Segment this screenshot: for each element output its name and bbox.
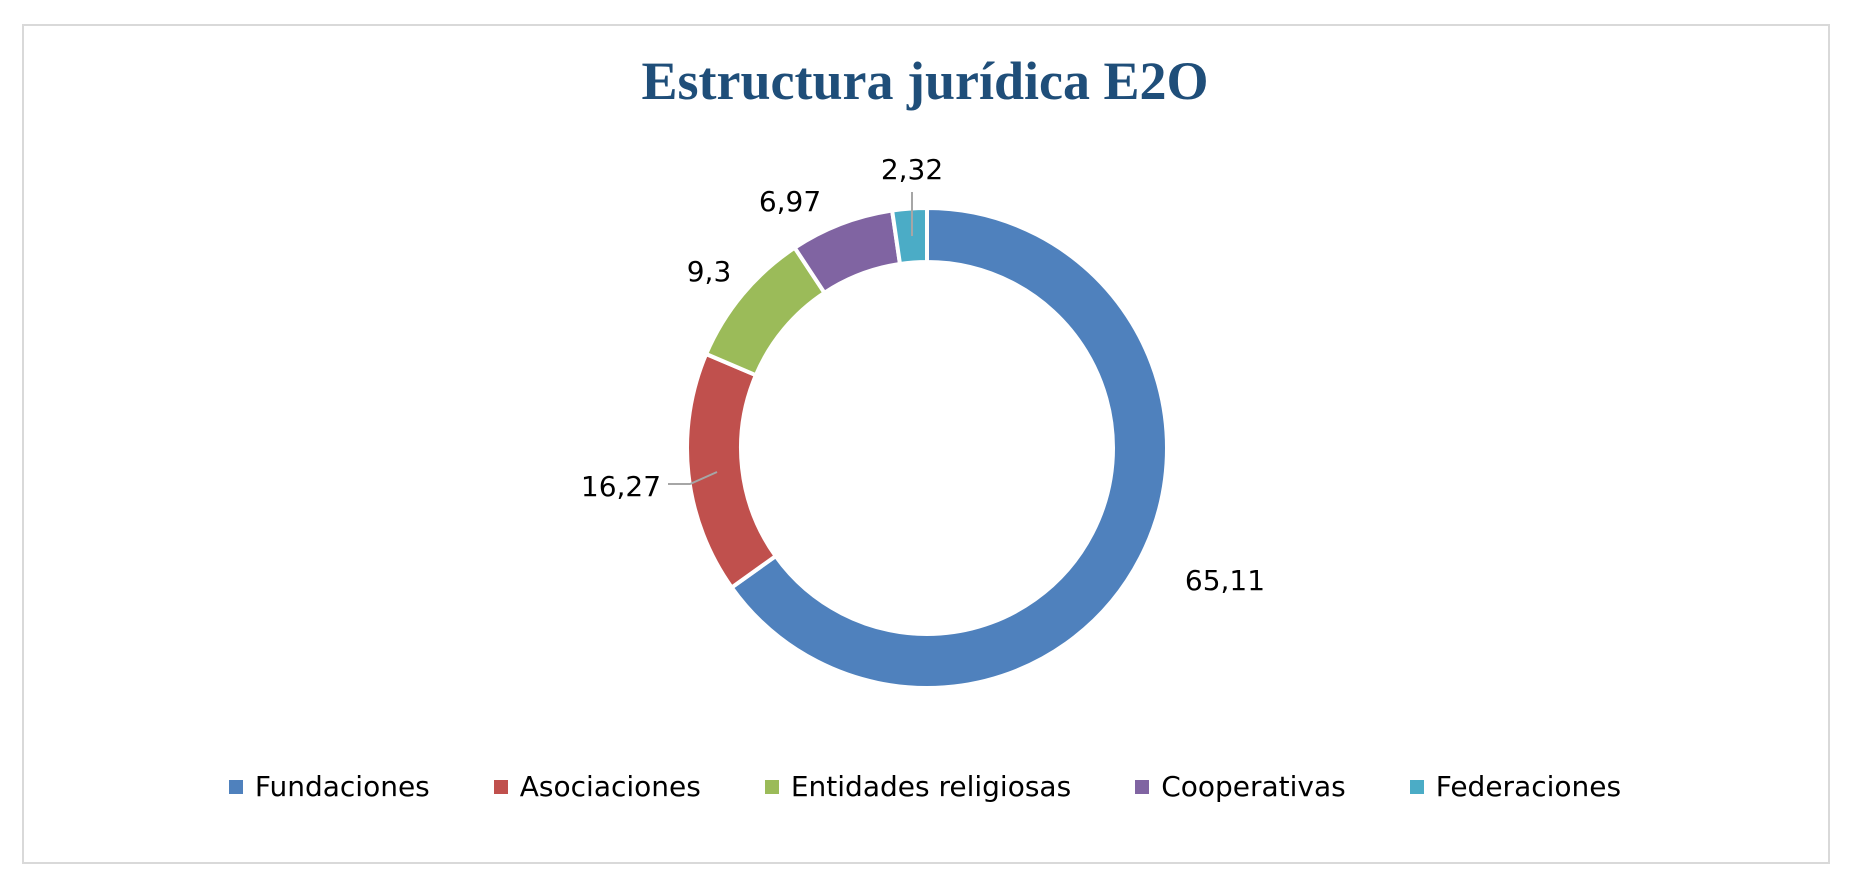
chart-leader-lines [668,192,913,485]
legend-swatch [1135,779,1150,794]
chart-title: Estructura jurídica E2O [641,51,1209,111]
legend-label: Federaciones [1435,770,1622,803]
chart-slices [685,205,1169,690]
legend-item-cooperativas: Cooperativas [1135,770,1346,803]
data-label-federaciones: 2,32 [881,153,943,186]
legend-label: Cooperativas [1161,770,1346,803]
chart-frame [22,24,1830,864]
legend-label: Fundaciones [254,770,430,803]
legend-label: Asociaciones [519,770,701,803]
slice-federaciones [889,205,929,267]
legend-item-asociaciones: Asociaciones [493,770,701,803]
legend-item-fundaciones: Fundaciones [228,770,430,803]
legend-item-federaciones: Federaciones [1409,770,1622,803]
slice-fundaciones [728,205,1169,690]
legend-swatch [1409,779,1424,794]
chart-legend: Fundaciones Asociaciones Entidades religio… [0,770,1850,803]
legend-label: Entidades religiosas [790,770,1072,803]
legend-swatch [228,779,243,794]
data-label-fundaciones: 65,11 [1185,564,1265,597]
data-label-entidades-religiosas: 9,3 [687,255,732,288]
data-label-asociaciones: 16,27 [581,470,661,503]
legend-swatch [764,779,779,794]
legend-item-entidades-religiosas: Entidades religiosas [764,770,1072,803]
data-label-cooperativas: 6,97 [759,185,821,218]
leader-line-asociaciones [668,471,718,485]
legend-swatch [493,779,508,794]
slice-asociaciones [685,351,779,591]
chart-data-labels: 65,11 16,27 9,3 6,97 2,32 [581,153,1265,597]
